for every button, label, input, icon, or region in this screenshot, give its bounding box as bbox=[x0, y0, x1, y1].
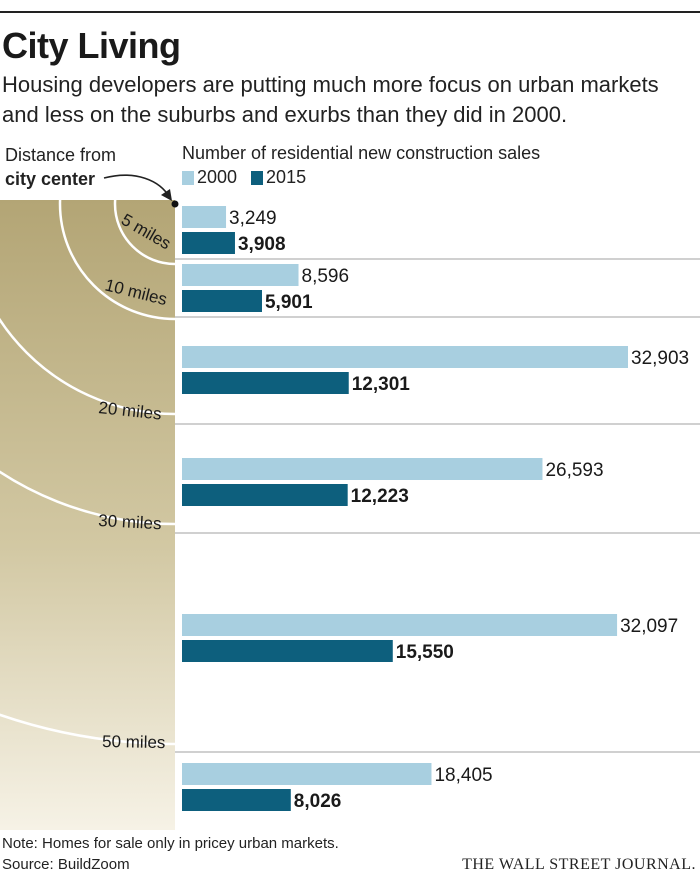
bar-label-2015-6: 8,026 bbox=[294, 791, 342, 812]
distance-label: Distance from city center bbox=[5, 143, 116, 191]
bar-2015-3 bbox=[182, 372, 349, 394]
legend-label-2000: 2000 bbox=[197, 167, 238, 187]
distance-ring-1 bbox=[113, 200, 175, 266]
bar-label-2000-1: 3,249 bbox=[229, 208, 277, 229]
bar-label-2015-1: 3,908 bbox=[238, 234, 286, 255]
legend-label-2015: 2015 bbox=[266, 167, 307, 187]
distance-label-line2: city center bbox=[5, 169, 96, 189]
distance-ring-2 bbox=[58, 200, 175, 321]
bar-label-2015-5: 15,550 bbox=[396, 642, 454, 663]
bar-2015-6 bbox=[182, 789, 291, 811]
bar-label-2000-4: 26,593 bbox=[545, 460, 603, 481]
top-rule bbox=[0, 11, 700, 13]
legend-swatch-2000 bbox=[182, 170, 194, 185]
value-axis-label: Number of residential new construction s… bbox=[182, 143, 541, 163]
legend-swatch-2015 bbox=[251, 170, 264, 185]
bar-label-2000-6: 18,405 bbox=[434, 765, 492, 786]
bar-2000-5 bbox=[182, 614, 618, 636]
legend-item-2000: 2000 bbox=[182, 167, 237, 188]
bar-label-2000-5: 32,097 bbox=[620, 616, 678, 637]
bar-2000-2 bbox=[182, 264, 299, 286]
source-line: Source: BuildZoom bbox=[2, 856, 130, 873]
pointer-arrow bbox=[103, 174, 171, 199]
distance-ring-label-5: 50 miles bbox=[102, 732, 166, 752]
pointer-arrowhead bbox=[161, 189, 172, 201]
chart-title: City Living bbox=[2, 25, 181, 66]
chart-subtitle: Housing developers are putting much more… bbox=[2, 72, 659, 127]
brand-logo: THE WALL STREET JOURNAL. bbox=[462, 856, 696, 873]
bar-label-2015-2: 5,901 bbox=[265, 292, 313, 313]
legend-item-2015: 2015 bbox=[251, 167, 306, 188]
bars: 3,249 3,908 8,596 5,901 32,903 12,301 26,593 12… bbox=[182, 206, 689, 812]
bar-2000-6 bbox=[182, 763, 432, 785]
bar-2015-1 bbox=[182, 232, 235, 254]
footnote: Note: Homes for sale only in pricey urba… bbox=[2, 835, 339, 852]
bar-2015-4 bbox=[182, 484, 348, 506]
bar-label-2015-4: 12,223 bbox=[351, 486, 409, 507]
bar-2000-3 bbox=[182, 346, 628, 368]
distance-rings bbox=[0, 0, 700, 744]
distance-ring-label-4: 30 miles bbox=[98, 511, 162, 533]
bar-2015-5 bbox=[182, 640, 393, 662]
bar-2000-1 bbox=[182, 206, 227, 228]
group-dividers bbox=[175, 258, 700, 753]
bar-label-2000-2: 8,596 bbox=[302, 266, 350, 287]
bar-label-2000-3: 32,903 bbox=[631, 348, 689, 369]
bar-2015-2 bbox=[182, 290, 262, 312]
bar-2000-4 bbox=[182, 458, 543, 480]
city-center-dot bbox=[171, 200, 179, 208]
distance-label-line1: Distance from bbox=[5, 145, 117, 165]
bar-label-2015-3: 12,301 bbox=[352, 374, 411, 395]
legend: 2000 2015 bbox=[182, 167, 320, 188]
